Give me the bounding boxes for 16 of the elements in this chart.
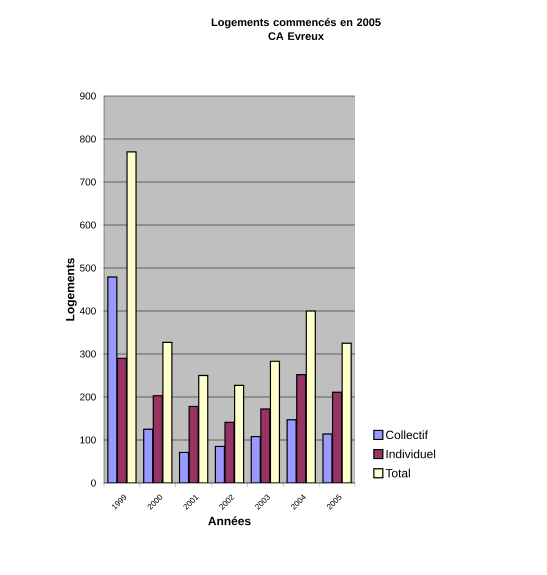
- legend-label: Individuel: [386, 450, 436, 458]
- x-axis-title: Années: [208, 516, 251, 526]
- y-tick-label: 500: [80, 264, 96, 272]
- y-tick-label: 100: [80, 436, 96, 444]
- y-tick-label: 0: [91, 479, 96, 487]
- y-tick-label: 400: [80, 307, 96, 315]
- y-axis-title: Logements: [66, 258, 77, 321]
- y-tick-label: 700: [80, 178, 96, 186]
- y-tick-label: 900: [80, 92, 96, 100]
- y-tick-label: 600: [80, 221, 96, 229]
- y-tick-label: 800: [80, 135, 96, 143]
- y-tick-label: 300: [80, 350, 96, 358]
- legend-label: Collectif: [386, 430, 428, 440]
- legend-label: Total: [386, 468, 410, 478]
- y-tick-label: 200: [80, 393, 96, 401]
- chart-title: Logements commencés en 2005 CA Evreux: [212, 18, 381, 40]
